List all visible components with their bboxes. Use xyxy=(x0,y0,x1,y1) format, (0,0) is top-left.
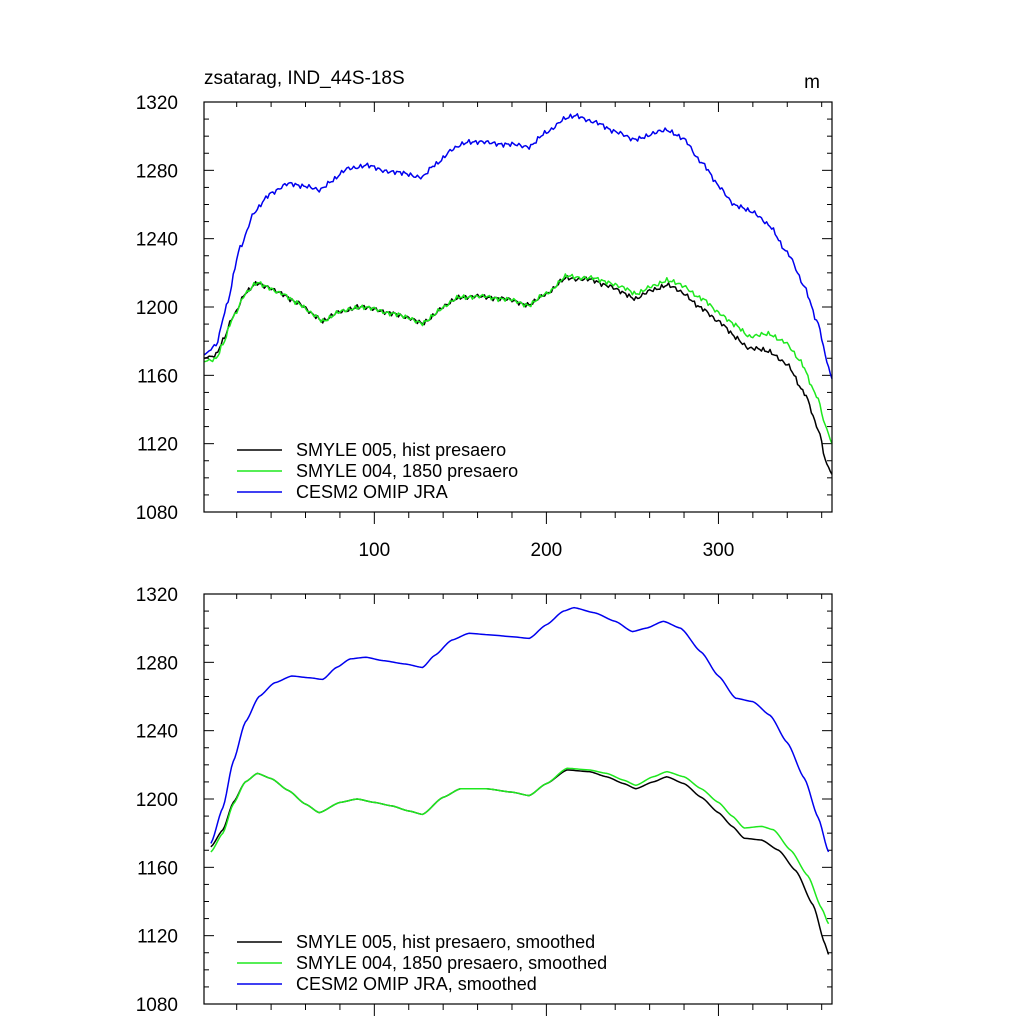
y-tick-label: 1200 xyxy=(136,298,178,319)
x-tick-label: 300 xyxy=(703,540,735,561)
y-tick-label: 1120 xyxy=(137,927,178,948)
bottom-chart-panel: SMYLE 005, hist presaero, smoothed SMYLE… xyxy=(136,585,833,1016)
y-tick-label: 1160 xyxy=(137,366,178,387)
legend-label-hist-smoothed: SMYLE 005, hist presaero, smoothed xyxy=(296,932,595,952)
units-label: m xyxy=(804,72,820,93)
y-tick-label: 1120 xyxy=(137,435,178,456)
top-plot-frame xyxy=(203,101,833,513)
y-tick-label: 1080 xyxy=(136,995,178,1016)
y-tick-label: 1320 xyxy=(136,93,178,114)
y-tick-label: 1200 xyxy=(136,790,178,811)
series-line-omip xyxy=(210,606,830,853)
y-tick-label: 1240 xyxy=(136,230,178,251)
legend-label-1850: SMYLE 004, 1850 presaero xyxy=(296,461,518,481)
y-tick-label: 1240 xyxy=(136,722,178,743)
top-axis-ticks xyxy=(204,101,832,524)
y-tick-label: 1320 xyxy=(136,585,178,606)
y-tick-label: 1280 xyxy=(136,653,178,674)
series-line-hist xyxy=(210,769,830,955)
top-series-lines xyxy=(203,113,833,475)
legend-label-1850-smoothed: SMYLE 004, 1850 presaero, smoothed xyxy=(296,953,607,973)
legend-label-omip-smoothed: CESM2 OMIP JRA, smoothed xyxy=(296,974,537,994)
legend-label-omip: CESM2 OMIP JRA xyxy=(296,482,448,502)
legend-label-hist: SMYLE 005, hist presaero xyxy=(296,440,506,460)
y-tick-label: 1280 xyxy=(136,161,178,182)
top-chart-panel: zsatarag, IND_44S-18S m SMYLE 005, hist … xyxy=(136,68,833,561)
x-tick-label: 200 xyxy=(531,540,563,561)
series-line-presaero1850 xyxy=(210,767,830,925)
bottom-plot-frame xyxy=(203,593,833,1005)
bottom-series-lines xyxy=(210,606,830,955)
y-tick-label: 1160 xyxy=(137,858,178,879)
top-legend: SMYLE 005, hist presaero SMYLE 004, 1850… xyxy=(237,440,518,502)
y-tick-label: 1080 xyxy=(136,503,178,524)
chart-title: zsatarag, IND_44S-18S xyxy=(204,68,405,89)
series-line-omip xyxy=(203,113,833,379)
bottom-legend: SMYLE 005, hist presaero, smoothed SMYLE… xyxy=(237,932,607,994)
series-line-presaero1850 xyxy=(203,273,833,444)
x-tick-label: 100 xyxy=(358,540,390,561)
